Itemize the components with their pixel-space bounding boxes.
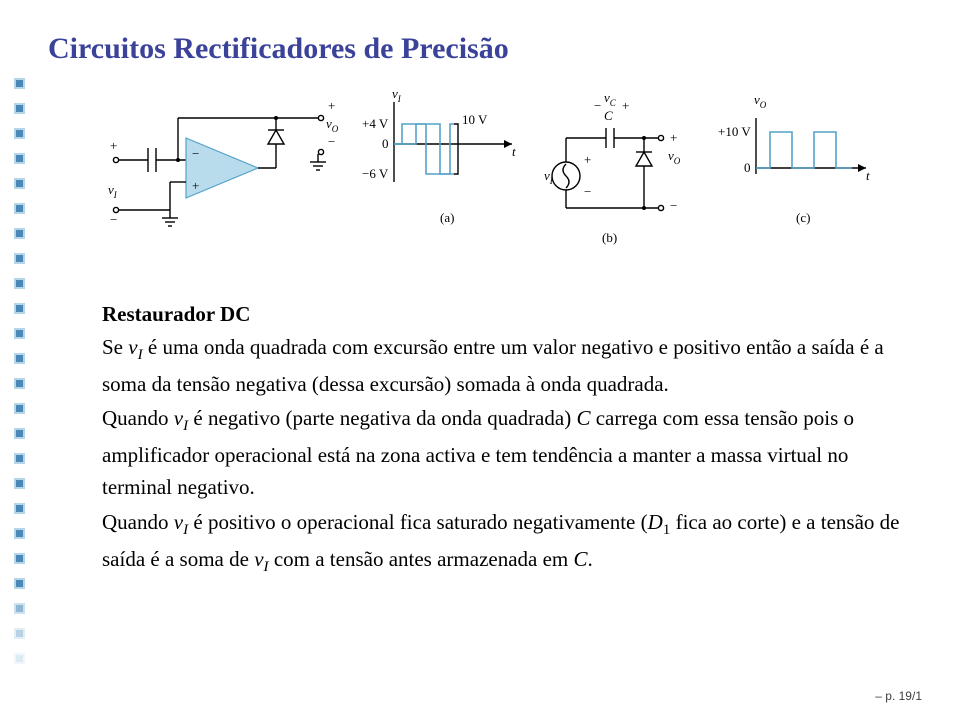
svg-text:+: + (110, 138, 117, 153)
bullet (14, 253, 25, 264)
svg-text:+4 V: +4 V (362, 116, 389, 131)
bullet (14, 453, 25, 464)
bullet (14, 228, 25, 239)
bullet (14, 478, 25, 489)
bullet (14, 78, 25, 89)
svg-text:−6 V: −6 V (362, 166, 389, 181)
bullet (14, 378, 25, 389)
bullet (14, 403, 25, 414)
svg-text:vO: vO (326, 116, 339, 134)
svg-text:vC: vC (604, 90, 617, 108)
svg-text:−: − (670, 198, 677, 213)
svg-text:t: t (866, 168, 870, 183)
svg-text:vO: vO (754, 92, 767, 110)
bullet (14, 528, 25, 539)
svg-text:+: + (622, 98, 629, 113)
svg-text:−: − (328, 134, 335, 149)
paragraph-2: Quando vI é negativo (parte negativa da … (102, 402, 902, 504)
bullet (14, 128, 25, 139)
bullet (14, 153, 25, 164)
bullet (14, 203, 25, 214)
svg-text:−: − (594, 98, 601, 113)
svg-text:+: + (670, 130, 677, 145)
bullet (14, 603, 25, 614)
bullet (14, 303, 25, 314)
svg-text:(a): (a) (440, 210, 454, 225)
svg-text:(b): (b) (602, 230, 617, 245)
svg-text:−: − (192, 146, 199, 161)
bullet (14, 178, 25, 189)
svg-text:+: + (328, 98, 335, 113)
page-title: Circuitos Rectificadores de Precisão (48, 32, 904, 66)
svg-text:t: t (512, 144, 516, 159)
bullet (14, 653, 25, 664)
svg-text:−: − (584, 184, 591, 199)
svg-text:vI: vI (108, 182, 118, 200)
svg-text:+: + (192, 178, 199, 193)
svg-text:0: 0 (744, 160, 751, 175)
svg-text:+10 V: +10 V (718, 124, 751, 139)
svg-text:0: 0 (382, 136, 389, 151)
svg-text:(c): (c) (796, 210, 810, 225)
paragraph-1: Se vI é uma onda quadrada com excursão e… (102, 331, 902, 400)
paragraph-3: Quando vI é positivo o operacional fica … (102, 506, 902, 579)
body-content: Restaurador DC Se vI é uma onda quadrada… (102, 302, 902, 579)
bullet (14, 328, 25, 339)
svg-text:+: + (584, 152, 591, 167)
svg-text:−: − (110, 212, 117, 227)
bullet (14, 503, 25, 514)
bullet (14, 578, 25, 589)
bullet (14, 553, 25, 564)
subtitle: Restaurador DC (102, 302, 902, 327)
bullet-strip (14, 78, 30, 678)
bullet (14, 103, 25, 114)
circuit-figure: + − vI − + (108, 80, 908, 280)
svg-text:C: C (604, 108, 613, 123)
bullet (14, 628, 25, 639)
svg-text:vO: vO (668, 148, 681, 166)
page-number: – p. 19/1 (875, 689, 922, 703)
bullet (14, 278, 25, 289)
svg-text:vI: vI (392, 86, 402, 104)
bullet (14, 353, 25, 364)
bullet (14, 428, 25, 439)
